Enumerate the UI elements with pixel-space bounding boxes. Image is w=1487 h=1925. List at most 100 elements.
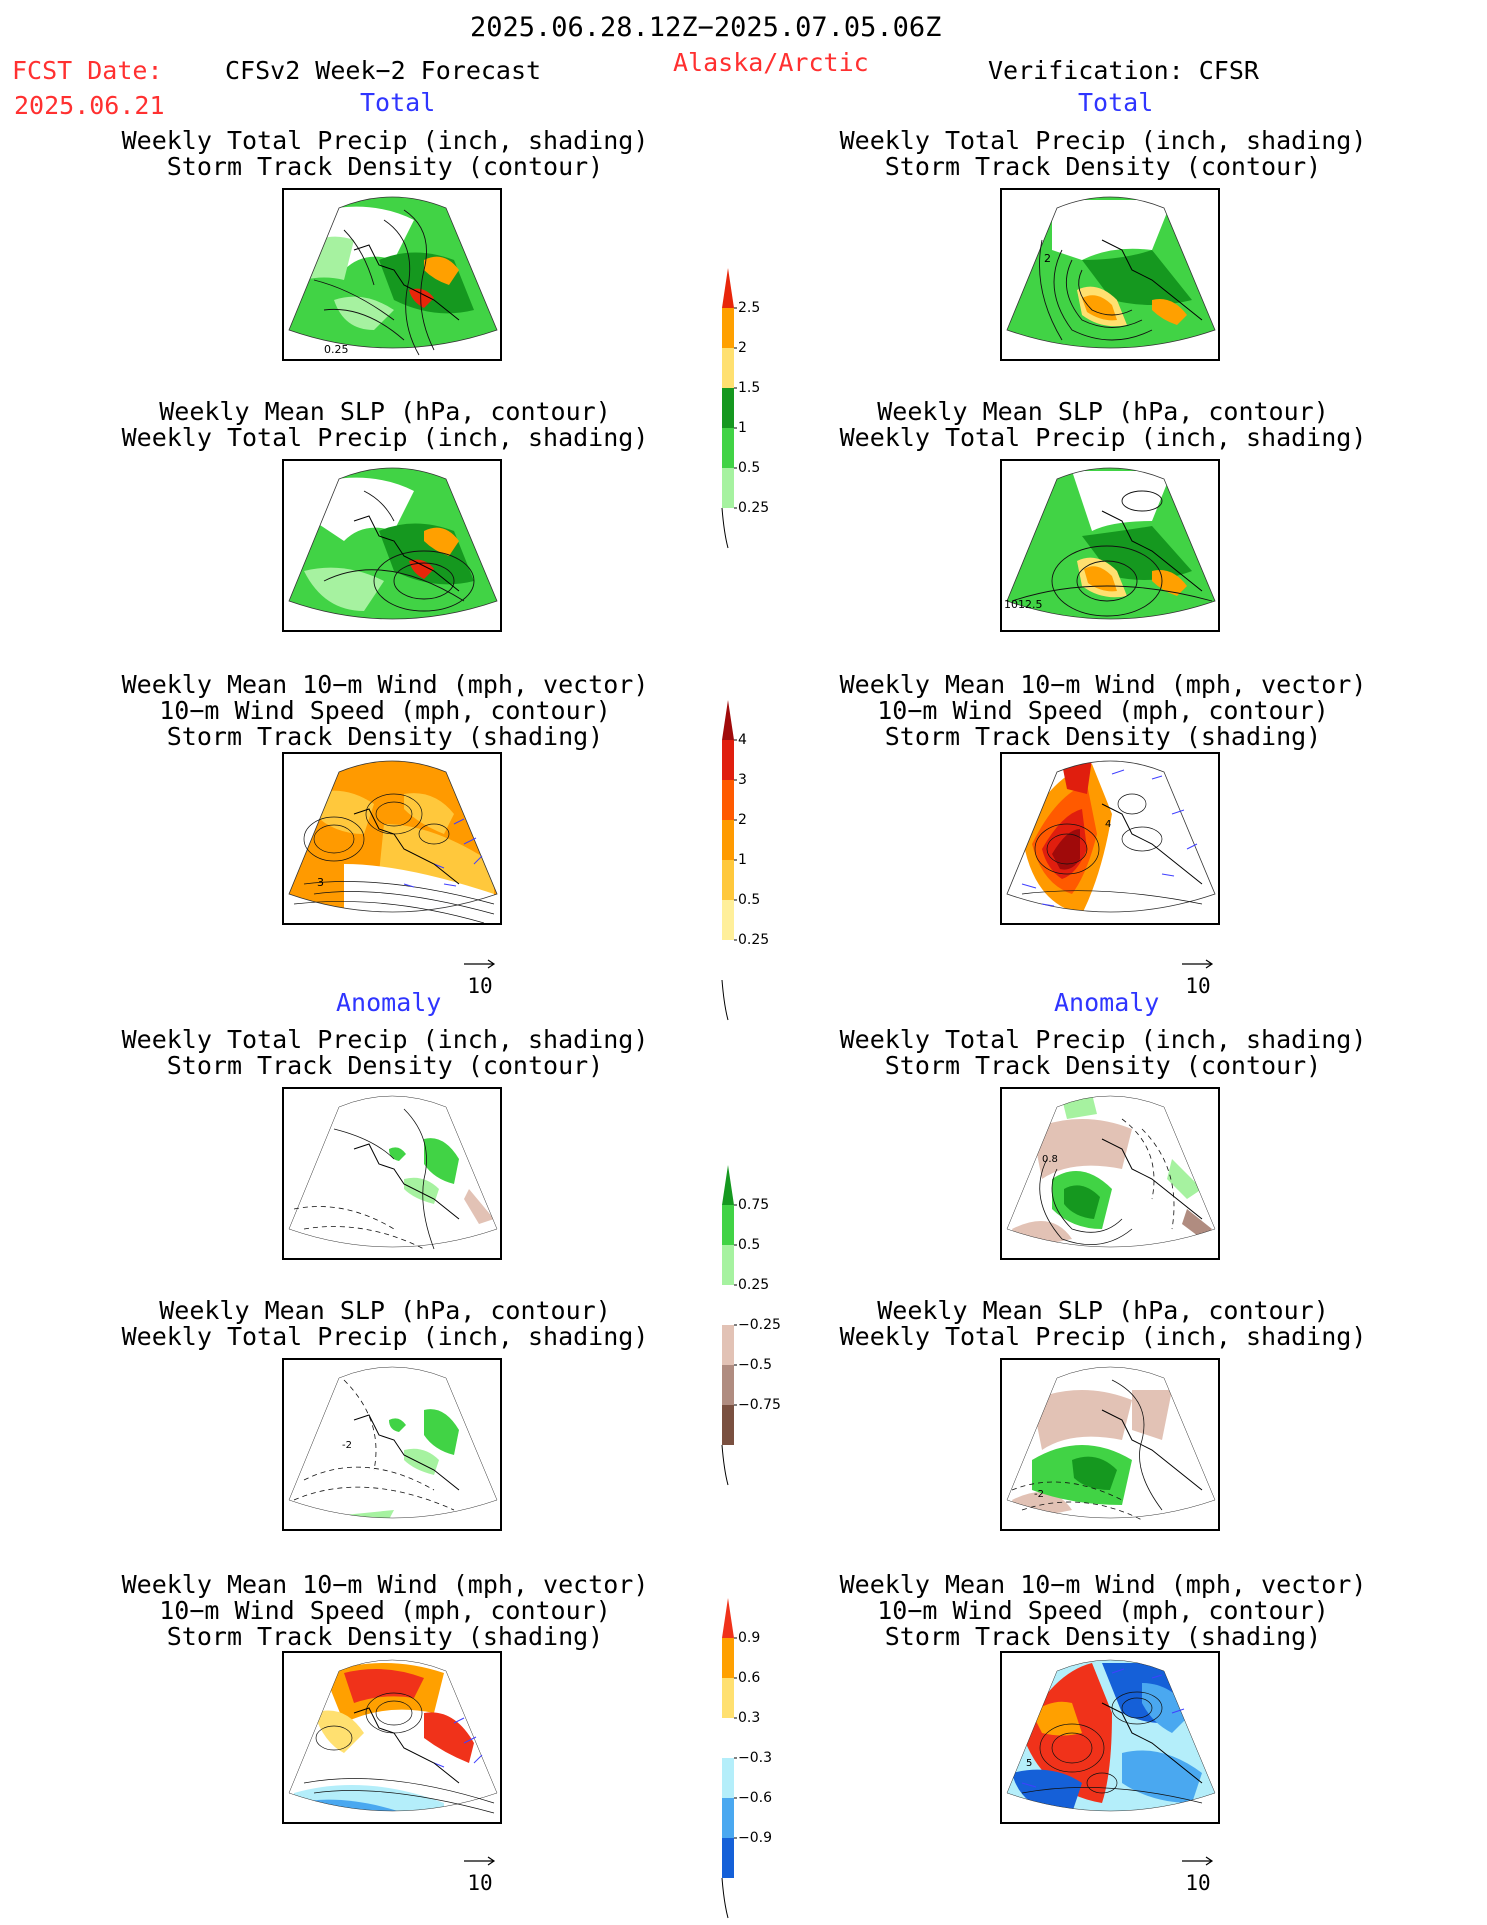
- colorbar-label: 1.5: [738, 380, 760, 396]
- colorbar-segment: [722, 468, 734, 508]
- map-fcst-anom-slp: -2: [282, 1358, 502, 1531]
- colorbar-label: 0.25: [738, 500, 769, 516]
- title-fcst-total-slp: Weekly Mean SLP (hPa, contour) Weekly To…: [121, 397, 649, 452]
- fcst-date-label: FCST Date:: [12, 56, 163, 85]
- section-anomaly-forecast: Anomaly: [336, 988, 442, 1017]
- contour-label: 4: [1105, 819, 1111, 830]
- colorbar-tail: [721, 507, 729, 549]
- colorbar-top-arrow: [722, 268, 734, 308]
- title-cfsr-anom-precip: Weekly Total Precip (inch, shading) Stor…: [839, 1025, 1367, 1080]
- section-anomaly-verification: Anomaly: [1054, 988, 1160, 1017]
- colorbar-label: 0.9: [738, 1630, 760, 1646]
- colorbar-segment: [722, 1205, 734, 1245]
- colorbar-label: 1: [738, 420, 747, 436]
- title-cfsr-anom-wind: Weekly Mean 10−m Wind (mph, vector) 10−m…: [839, 1570, 1367, 1651]
- colorbar-label: −0.25: [738, 1317, 781, 1333]
- colorbar-label: 2: [738, 340, 747, 356]
- period-title: 2025.06.28.12Z−2025.07.05.06Z: [470, 12, 942, 43]
- vector-reference-fcst-anom: 10: [460, 1847, 500, 1895]
- colorbar-segment: [722, 428, 734, 468]
- colorbar-segment: [722, 780, 734, 820]
- title-fcst-anom-precip: Weekly Total Precip (inch, shading) Stor…: [121, 1025, 649, 1080]
- map-fcst-anom-wind: [282, 1651, 502, 1824]
- colorbar-segment: [722, 1798, 734, 1838]
- colorbar-label: 0.5: [738, 892, 760, 908]
- section-total-verification: Total: [1078, 88, 1154, 117]
- arrow-right-icon: [1182, 959, 1214, 969]
- title-cfsr-total-wind: Weekly Mean 10−m Wind (mph, vector) 10−m…: [839, 670, 1367, 751]
- map-cfsr-total-wind: 4: [1000, 752, 1220, 925]
- map-cfsr-total-slp: 1012.5: [1000, 459, 1220, 632]
- colorbar-label: −0.9: [738, 1830, 772, 1846]
- colorbar-segment: [722, 348, 734, 388]
- contour-label: 0.8: [1042, 1154, 1058, 1165]
- section-total-forecast: Total: [360, 88, 436, 117]
- contour-label: 3: [317, 876, 324, 889]
- colorbar-label: 0.25: [738, 932, 769, 948]
- colorbar-top-arrow: [722, 1165, 734, 1205]
- colorbar-segment: [722, 1838, 734, 1878]
- colorbar-segment: [722, 1245, 734, 1285]
- fcst-date-value: 2025.06.21: [14, 91, 165, 120]
- arrow-right-icon: [464, 1856, 496, 1866]
- colorbar-segment: [722, 820, 734, 860]
- colorbar-label: 2.5: [738, 300, 760, 316]
- map-cfsr-total-precip: 2: [1000, 188, 1220, 361]
- arrow-right-icon: [1182, 1856, 1214, 1866]
- colorbar-tail: [721, 1444, 729, 1486]
- contour-label: 5: [1026, 1758, 1032, 1769]
- colorbar-segment: [722, 740, 734, 780]
- colorbar-segment: [722, 900, 734, 940]
- colorbar-label: −0.3: [738, 1750, 772, 1766]
- colorbar-label: −0.6: [738, 1790, 772, 1806]
- colorbar-label: 2: [738, 812, 747, 828]
- colorbar-segment: [722, 388, 734, 428]
- colorbar-label: 0.5: [738, 1237, 760, 1253]
- colorbar-label: −0.75: [738, 1397, 781, 1413]
- colorbar-segment: [722, 1405, 734, 1445]
- colorbar-segment: [722, 860, 734, 900]
- contour-label: 2: [1044, 252, 1051, 265]
- colorbar-segment: [722, 1678, 734, 1718]
- colorbar-precip-total: 2.5 2 1.5 1 0.5 0.25: [718, 268, 788, 562]
- map-cfsr-anom-wind: 5: [1000, 1651, 1220, 1824]
- title-cfsr-total-precip: Weekly Total Precip (inch, shading) Stor…: [839, 126, 1367, 181]
- title-cfsr-total-slp: Weekly Mean SLP (hPa, contour) Weekly To…: [839, 397, 1367, 452]
- colorbar-label: 1: [738, 852, 747, 868]
- contour-label: 1012.5: [1004, 598, 1043, 611]
- colorbar-storm-total: 4 3 2 1 0.5 0.25: [718, 700, 788, 1021]
- region-title: Alaska/Arctic: [673, 48, 869, 77]
- title-cfsr-anom-slp: Weekly Mean SLP (hPa, contour) Weekly To…: [839, 1296, 1367, 1351]
- title-fcst-anom-slp: Weekly Mean SLP (hPa, contour) Weekly To…: [121, 1296, 649, 1351]
- colorbar-storm-anom: 0.9 0.6 0.3 −0.3 −0.6 −0.9: [718, 1598, 788, 1919]
- colorbar-segment: [722, 1365, 734, 1405]
- colorbar-label: −0.5: [738, 1357, 772, 1373]
- colorbar-segment: [722, 940, 734, 980]
- vector-reference-fcst-total: 10: [460, 950, 500, 998]
- colorbar-segment: [722, 1638, 734, 1678]
- colorbar-label: 0.75: [738, 1197, 769, 1213]
- colorbar-precip-anom: 0.75 0.5 0.25 −0.25 −0.5 −0.75: [718, 1165, 788, 1486]
- colorbar-segment: [722, 1285, 734, 1325]
- colorbar-tail: [721, 1877, 729, 1919]
- colorbar-label: 3: [738, 772, 747, 788]
- contour-label: -2: [1034, 1489, 1044, 1500]
- contour-label: 0.25: [324, 343, 349, 356]
- colorbar-top-arrow: [722, 1598, 734, 1638]
- colorbar-label: 0.3: [738, 1710, 760, 1726]
- colorbar-label: 4: [738, 732, 747, 748]
- title-fcst-total-precip: Weekly Total Precip (inch, shading) Stor…: [121, 126, 649, 181]
- model-title: CFSv2 Week−2 Forecast: [225, 56, 542, 85]
- map-fcst-total-precip: 0.25: [282, 188, 502, 361]
- verification-title: Verification: CFSR: [988, 56, 1259, 85]
- map-cfsr-anom-precip: 0.8: [1000, 1087, 1220, 1260]
- map-fcst-total-slp: [282, 459, 502, 632]
- vector-reference-cfsr-total: 10: [1178, 950, 1218, 998]
- colorbar-tail: [721, 979, 729, 1021]
- colorbar-segment: [722, 1718, 734, 1758]
- colorbar-segment: [722, 1325, 734, 1365]
- colorbar-segment: [722, 308, 734, 348]
- colorbar-top-arrow: [722, 700, 734, 740]
- colorbar-label: 0.5: [738, 460, 760, 476]
- map-fcst-total-wind: 3: [282, 752, 502, 925]
